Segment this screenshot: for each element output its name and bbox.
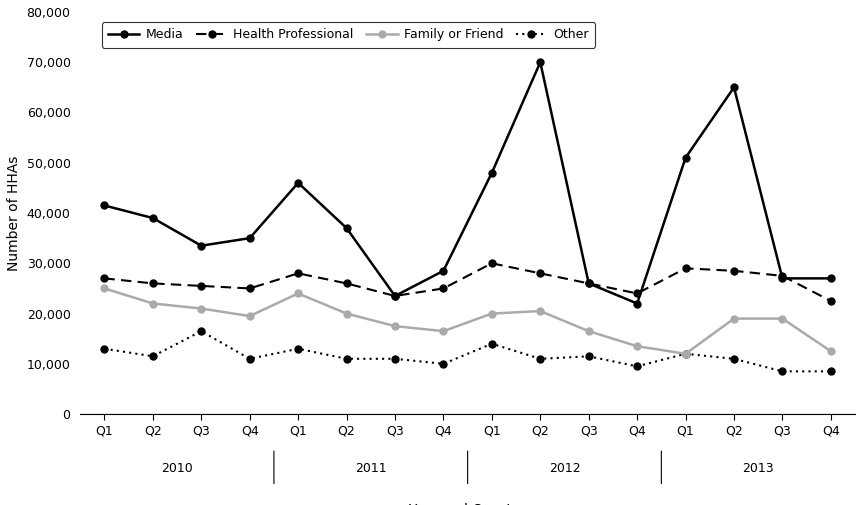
- Text: 2012: 2012: [548, 463, 579, 475]
- Legend: Media, Health Professional, Family or Friend, Other: Media, Health Professional, Family or Fr…: [102, 22, 594, 47]
- Text: 2010: 2010: [161, 463, 193, 475]
- Y-axis label: Number of HHAs: Number of HHAs: [7, 156, 21, 271]
- Text: Year and Quarter: Year and Quarter: [408, 502, 526, 505]
- Text: 2013: 2013: [741, 463, 773, 475]
- Text: 2011: 2011: [355, 463, 386, 475]
